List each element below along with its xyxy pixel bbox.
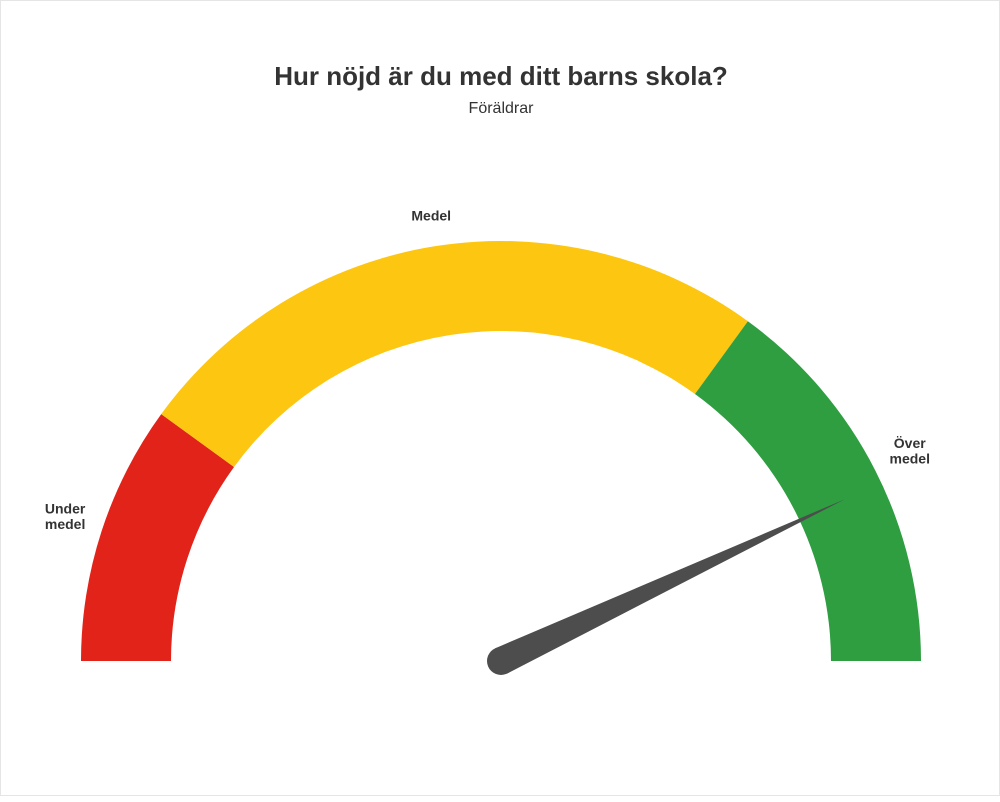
chart-frame: Hur nöjd är du med ditt barns skola? Förä… — [0, 0, 1000, 796]
gauge-needle — [495, 499, 845, 673]
gauge-label-over-medel: Övermedel — [890, 435, 930, 466]
gauge-segment-under-medel — [81, 414, 234, 661]
gauge-label-under-medel: Undermedel — [45, 501, 86, 532]
gauge-label-medel: Medel — [411, 207, 451, 223]
chart-subtitle: Föräldrar — [469, 100, 535, 117]
gauge-segment-medel — [161, 241, 748, 467]
chart-title: Hur nöjd är du med ditt barns skola? — [274, 61, 728, 91]
gauge-chart: Hur nöjd är du med ditt barns skola? Förä… — [1, 1, 1000, 797]
gauge-segment-over-medel — [695, 321, 921, 661]
gauge-needle-hub — [487, 647, 515, 675]
